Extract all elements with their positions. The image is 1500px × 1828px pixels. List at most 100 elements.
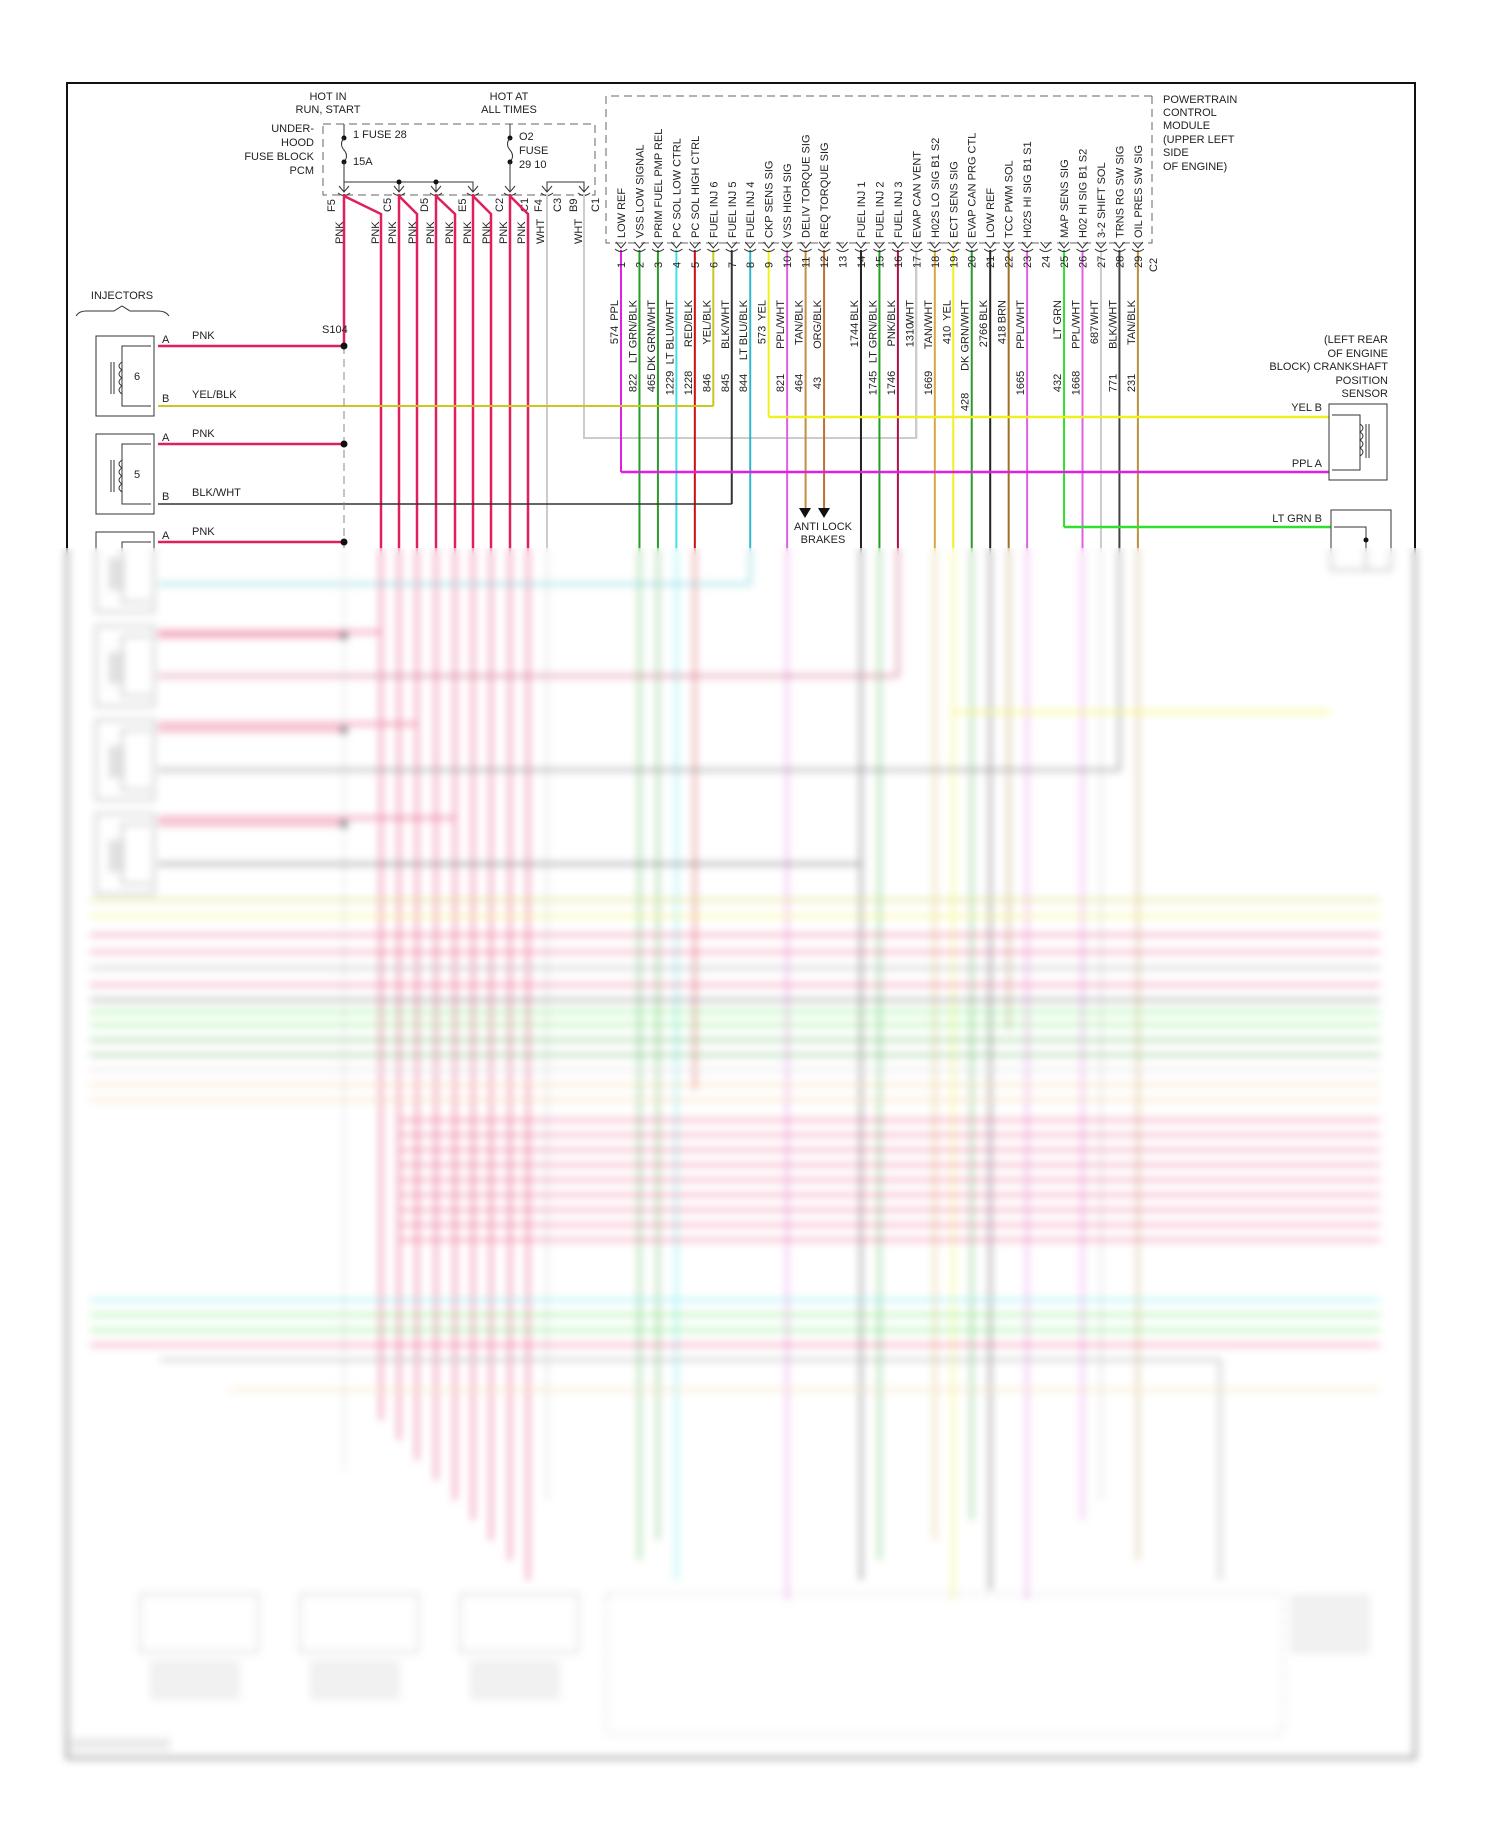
pcm-pin-function: PRIM FUEL PMP REL: [653, 129, 665, 238]
pcm-connector-label: C2: [1148, 258, 1160, 272]
arrow-down-icon: [799, 508, 811, 518]
connector-pin-icon: [1002, 241, 1015, 252]
connector-pin-icon: [1039, 241, 1052, 252]
lower-sensor-pin-b-label: LT GRN B: [1272, 513, 1322, 525]
pcm-circuit-number: 845: [720, 374, 732, 392]
injector-number: 6: [134, 371, 140, 383]
connector-pin-icon: [1020, 241, 1034, 252]
pcm-circuit-number: 573: [757, 326, 769, 344]
injector: 5 A PNK B BLK/WHT: [95, 428, 348, 515]
fuse-block-outline: [322, 123, 596, 196]
fuse-block-name-2: HOOD: [281, 137, 314, 149]
pcm-circuit-number: 821: [775, 374, 787, 392]
pcm-pin-function: FUEL INJ 6: [708, 182, 720, 238]
pcm-pin-function: FUEL INJ 4: [745, 182, 757, 238]
pcm-circuit-number: 687: [1089, 326, 1101, 344]
powertrain-control-module: POWERTRAIN CONTROL MODULE (UPPER LEFT SI…: [605, 94, 1237, 272]
injector-pin-a: A: [162, 432, 170, 444]
pcm-wire-color: LT GRN/BLK: [867, 299, 879, 363]
injectors-brace: [75, 305, 170, 317]
connector-pin-icon: [799, 241, 812, 252]
pcm-circuit-number: 432: [1052, 374, 1064, 392]
pcm-wire-color: DK GRN/WHT: [646, 300, 658, 371]
pcm-pin-14: 14 FUEL INJ 1 BLK 1744: [849, 182, 868, 348]
pcm-wire-color: WHT: [904, 300, 916, 325]
pcm-pin-function: FUEL INJ 2: [874, 182, 886, 238]
connector-pin-icon: [688, 241, 702, 252]
pcm-pin-function: VSS LOW SIGNAL: [634, 144, 646, 238]
pcm-pin-number: 19: [948, 256, 960, 268]
pcm-pin-function: EVAP CAN VENT: [911, 151, 923, 238]
arrow-down-icon: [818, 508, 830, 518]
fuse-pin-label: F4: [533, 199, 545, 212]
pcm-name-6: OF ENGINE): [1163, 161, 1227, 173]
injector-a-wire: PNK: [192, 526, 215, 538]
fuse-28-label: 1 FUSE 28: [353, 129, 407, 141]
pcm-circuit-number: 1668: [1071, 371, 1083, 395]
pcm-circuit-number: 1310: [904, 323, 916, 347]
pcm-pin-number: 25: [1059, 256, 1071, 268]
ckp-name-5: SENSOR: [1342, 388, 1389, 400]
pcm-pin-number: 16: [893, 256, 905, 268]
blurred-region-overlay: [0, 548, 1500, 1828]
pcm-pin-19: 19 ECT SENS SIG YEL 410: [941, 161, 960, 344]
pcm-pin-4: 4 PC SOL LOW CTRL LT BLU/WHT 1229: [664, 138, 683, 395]
pcm-pin-9: 9 CKP SENS SIG YEL 573: [757, 161, 776, 345]
pcm-pin-function: MAP SENS SIG: [1059, 159, 1071, 238]
pcm-pin-12: 12 REQ TORQUE SIG ORG/BLK 43: [812, 142, 831, 389]
pcm-circuit-number: 1744: [849, 323, 861, 347]
connector-pin-icon: [928, 241, 942, 252]
pcm-wire-color: WHT: [1089, 300, 1101, 325]
ckp-name: (LEFT REAR: [1324, 334, 1388, 346]
pcm-wire-color: BRN: [997, 300, 1009, 323]
crankshaft-position-sensor: (LEFT REAR OF ENGINE BLOCK) CRANKSHAFT P…: [1269, 334, 1392, 571]
connector-pin-icon: [743, 241, 757, 252]
pcm-pin-6: 6 FUEL INJ 6 YEL/BLK 846: [701, 182, 720, 393]
pcm-pin-number: 10: [782, 256, 794, 268]
pcm-pin-number: 11: [801, 257, 813, 268]
ckp-name-4: POSITION: [1335, 375, 1388, 387]
pcm-pin-13: 13: [836, 241, 850, 268]
injector: 6 A PNK B YEL/BLK: [95, 330, 348, 417]
pcm-pin-function: 3-2 SHIFT SOL: [1096, 162, 1108, 238]
pcm-pin-24: 24: [1039, 241, 1053, 268]
injector-pin-b: B: [162, 491, 169, 503]
pcm-name-5: SIDE: [1163, 147, 1189, 159]
fuse-pin-label: C2: [494, 198, 506, 212]
pcm-pin-function: CKP SENS SIG: [764, 161, 776, 238]
injector-b-wire: YEL/BLK: [192, 389, 237, 401]
pcm-pin-15: 15 FUEL INJ 2 LT GRN/BLK 1745: [867, 182, 886, 396]
pcm-circuit-number: 1665: [1015, 371, 1027, 395]
splice-s104-label: S104: [322, 324, 348, 336]
pcm-wire-color: ORG/BLK: [812, 299, 824, 349]
pcm-pin-function: PC SOL HIGH CTRL: [690, 136, 702, 238]
pcm-pin-function: PC SOL LOW CTRL: [671, 138, 683, 238]
splice-dot: [340, 440, 348, 448]
pcm-pin-function: H02 HI SIG B1 S2: [1078, 149, 1090, 238]
pcm-name-4: (UPPER LEFT: [1163, 134, 1235, 146]
connector-pin-icon: [651, 241, 665, 252]
coil-icon: [1359, 423, 1364, 457]
pcm-pin-number: 4: [671, 262, 683, 268]
pcm-pin-22: 22 TCC PWM SOL BRN 418: [997, 160, 1016, 344]
connector-pin-icon: [946, 241, 960, 252]
pcm-pin-number: 17: [911, 256, 923, 268]
wire-color-label: PNK: [370, 221, 382, 244]
connector-pin-icon: [873, 241, 886, 252]
pcm-pin-number: 20: [967, 256, 979, 268]
ckp-name-3: BLOCK) CRANKSHAFT: [1269, 361, 1388, 373]
pcm-pin-number: 15: [874, 256, 886, 268]
pcm-pin-26: 26 H02 HI SIG B1 S2 PPL/WHT 1668: [1071, 149, 1090, 396]
wire-color-label: WHT: [535, 219, 547, 244]
pcm-pin-7: 7 FUEL INJ 5 BLK/WHT 845: [720, 182, 739, 393]
pcm-pin-function: FUEL INJ 1: [856, 182, 868, 238]
pcm-pin-number: 26: [1078, 256, 1090, 268]
connector-pin-icon: [1076, 241, 1089, 252]
pcm-pin-number: 23: [1022, 256, 1034, 268]
fuse-29-label-3: 29 10: [519, 159, 547, 171]
ckp-name-2: OF ENGINE: [1327, 348, 1388, 360]
pcm-pin-number: 8: [745, 262, 757, 268]
pcm-pin-function: FUEL INJ 3: [893, 182, 905, 238]
